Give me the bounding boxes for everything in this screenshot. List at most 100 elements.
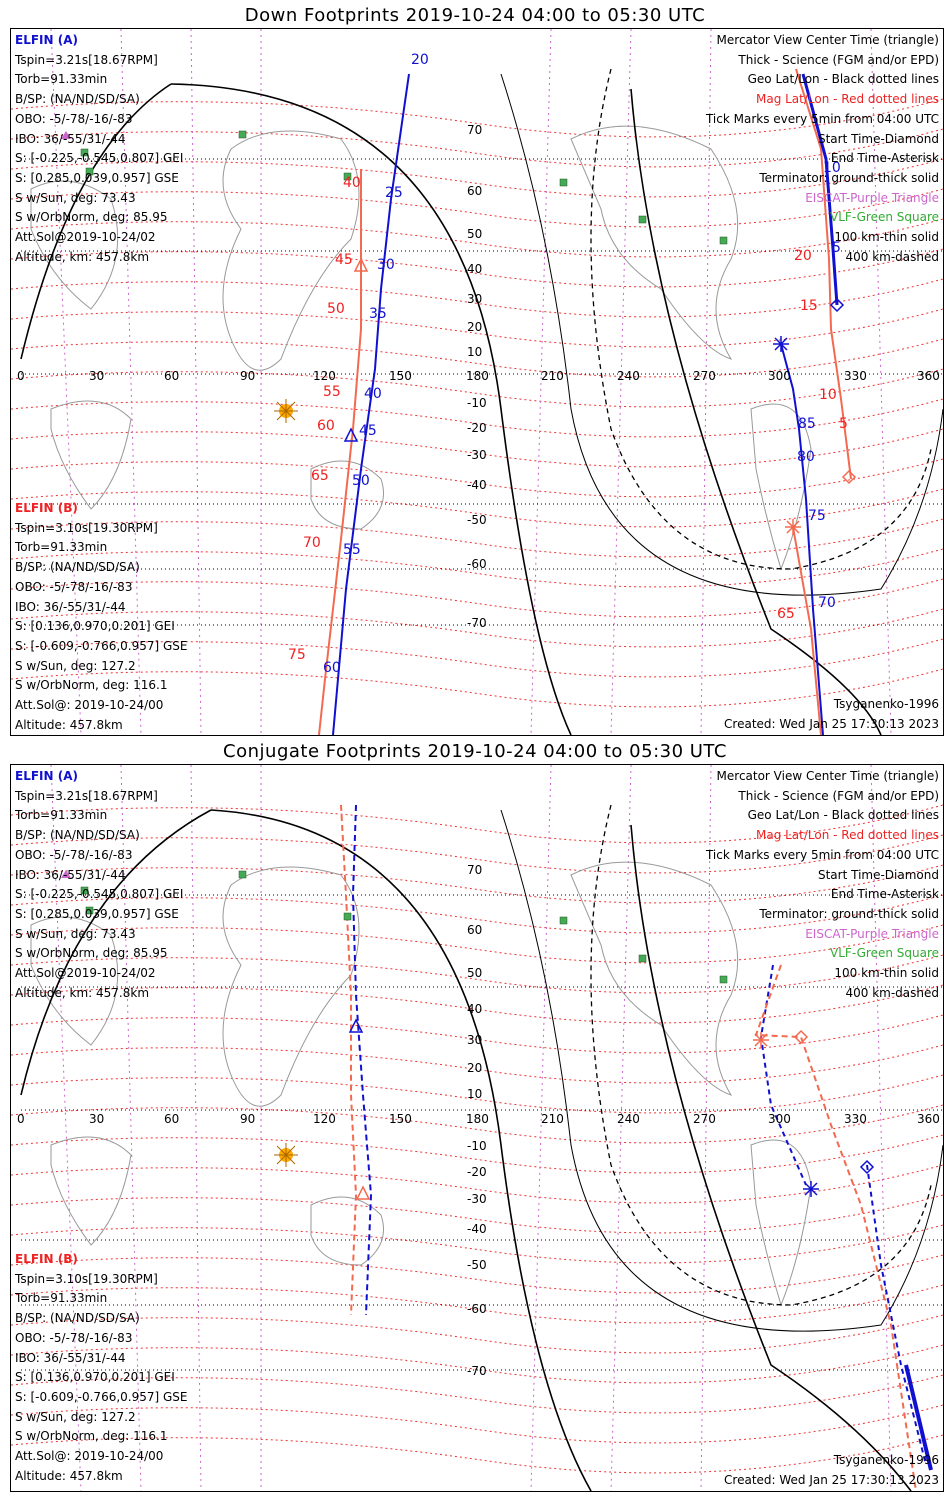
lon-tick-60: 60 [164,369,180,383]
elfin-b-line: Tspin=3.10s[19.30RPM] [15,1271,158,1286]
elfin-b-label: ELFIN (B) [15,1252,78,1266]
coastlines [30,861,812,1307]
lat-tick-50: 50 [467,227,483,241]
lon-tick-210: 210 [541,1112,564,1126]
lon-tick-210: 210 [541,369,564,383]
conjugate-footprints-panel: 0 30 60 90 120 150 180 210 240 270 300 3… [10,764,944,1492]
legend-item: Thick - Science (FGM and/or EPD) [738,52,939,67]
track-a-label-85: 85 [798,416,816,432]
elfin-b-info: ELFIN (B) Tspin=3.10s[19.30RPM] Torb=91.… [15,1250,188,1486]
lat-tick-m40: -40 [467,1222,487,1236]
lat-tick-60: 60 [467,184,483,198]
track-b-label-55: 55 [323,384,341,400]
lat-tick-m10: -10 [467,396,487,410]
track-a-label-30: 30 [377,257,395,273]
lat-tick-m30: -30 [467,448,487,462]
track-a-label-10: 10 [823,160,841,176]
elfin-b-line: Att.Sol@: 2019-10-24/00 [15,1449,164,1464]
elfin-b-line: S: [0.136,0.970,0.201] GEI [15,1370,175,1385]
elfin-a-line: IBO: 36/-55/31/-44 [15,131,126,146]
legend-item: End Time-Asterisk [830,151,939,166]
elfin-a-end-asterisk [773,336,789,352]
lat-tick-m50: -50 [467,1258,487,1272]
track-a-label-80: 80 [797,449,815,465]
model-name: Tsyganenko-1996 [833,697,939,711]
elfin-a-line: OBO: -5/-78/-16/-83 [15,111,133,126]
eiscat-triangle [61,131,71,139]
elfin-a-track-east [759,964,807,1186]
lat-tick-m40: -40 [467,478,487,492]
track-b-label-75: 75 [288,647,306,663]
elfin-b-line: S: [-0.609,-0.766,0.957] GSE [15,638,188,653]
legend-item: 400 km-dashed [845,249,939,264]
track-b-label-65: 65 [311,468,329,484]
lon-tick-270: 270 [693,1112,716,1126]
elfin-a-line: S: [-0.225,-0.545,0.807] GEI [15,887,184,902]
elfin-b-start-diamond [841,469,857,485]
lon-tick-0: 0 [17,369,25,383]
lat-tick-m30: -30 [467,1192,487,1206]
elfin-a-track-science [801,73,839,306]
elfin-b-line: Torb=91.33min [15,1291,108,1306]
legend-item: Terminator: ground-thick solid [759,906,939,921]
down-footprints-panel: 0 30 60 90 120 150 180 210 240 270 300 3… [10,28,944,736]
elfin-b-line: S: [-0.609,-0.766,0.957] GSE [15,1389,188,1404]
elfin-a-info: ELFIN (A) Tspin=3.21s[18.67RPM] Torb=91.… [15,767,183,1003]
elfin-a-center-triangle [348,1018,364,1033]
elfin-a-line: S w/OrbNorm, deg: 85.95 [15,210,168,225]
lon-tick-0: 0 [17,1112,25,1126]
elfin-a-end-asterisk [803,1181,819,1197]
elfin-b-line: Altitude: 457.8km [15,717,123,732]
elfin-a-center-triangle [343,427,359,442]
model-footer: Tsyganenko-1996 Created: Wed Jan 25 17:3… [724,695,939,734]
panel-title-conjugate: Conjugate Footprints 2019-10-24 04:00 to… [223,741,727,762]
lat-tick-40: 40 [467,262,483,276]
mag-lat-grid [11,98,943,708]
track-a-label-20: 20 [411,52,429,68]
elfin-a-line: OBO: -5/-78/-16/-83 [15,847,133,862]
lon-tick-330: 330 [844,1112,867,1126]
legend-item: Terminator: ground-thick solid [759,170,939,185]
elfin-b-track-east [795,68,852,480]
track-b-label-5: 5 [839,416,848,432]
elfin-a-line: S w/OrbNorm, deg: 85.95 [15,946,168,961]
elfin-b-center-triangle [355,1185,371,1200]
elfin-a-label: ELFIN (A) [15,769,78,783]
elfin-a-line: S: [-0.225,-0.545,0.807] GEI [15,151,184,166]
elfin-a-line: Tspin=3.21s[18.67RPM] [15,788,158,803]
legend-item: Geo Lat/Lon - Black dotted lines [747,808,939,823]
track-b-label-20: 20 [794,248,812,264]
elfin-a-line: Att.Sol@2019-10-24/02 [15,230,156,245]
lat-tick-60: 60 [467,923,483,937]
track-b-label-50: 50 [327,301,345,317]
lat-tick-50: 50 [467,966,483,980]
legend-item: Mercator View Center Time (triangle) [716,33,939,47]
lat-tick-m70: -70 [467,1364,487,1378]
track-a-label-25: 25 [385,185,403,201]
model-name: Tsyganenko-1996 [833,1453,939,1467]
elfin-b-line: S w/OrbNorm, deg: 116.1 [15,678,168,693]
elfin-b-line: S w/OrbNorm, deg: 116.1 [15,1429,168,1444]
track-a-label-70: 70 [818,595,836,611]
eiscat-triangle [61,870,71,878]
elfin-a-line: S: [0.285,0.039,0.957] GSE [15,906,179,921]
lon-tick-360: 360 [917,1112,940,1126]
lon-tick-360: 360 [917,369,940,383]
elfin-b-line: Altitude: 457.8km [15,1468,123,1483]
elfin-a-line: Att.Sol@2019-10-24/02 [15,966,156,981]
elfin-b-line: S w/Sun, deg: 127.2 [15,658,136,673]
sun-icon [274,1143,298,1167]
lon-tick-180: 180 [466,1112,489,1126]
elfin-a-line: IBO: 36/-55/31/-44 [15,867,126,882]
track-a-label-45: 45 [359,423,377,439]
elfin-b-line: S w/Sun, deg: 127.2 [15,1409,136,1424]
elfin-a-line: B/SP: (NA/ND/SD/SA) [15,92,140,107]
lon-tick-120: 120 [313,369,336,383]
elfin-b-track-east [754,964,917,1491]
lon-tick-300: 300 [768,1112,791,1126]
legend-item: Mag Lat/Lon - Red dotted lines [755,92,939,107]
elfin-b-line: Torb=91.33min [15,540,108,555]
elfin-a-line: B/SP: (NA/ND/SD/SA) [15,828,140,843]
model-footer: Tsyganenko-1996 Created: Wed Jan 25 17:3… [724,1451,939,1490]
lon-tick-240: 240 [617,369,640,383]
